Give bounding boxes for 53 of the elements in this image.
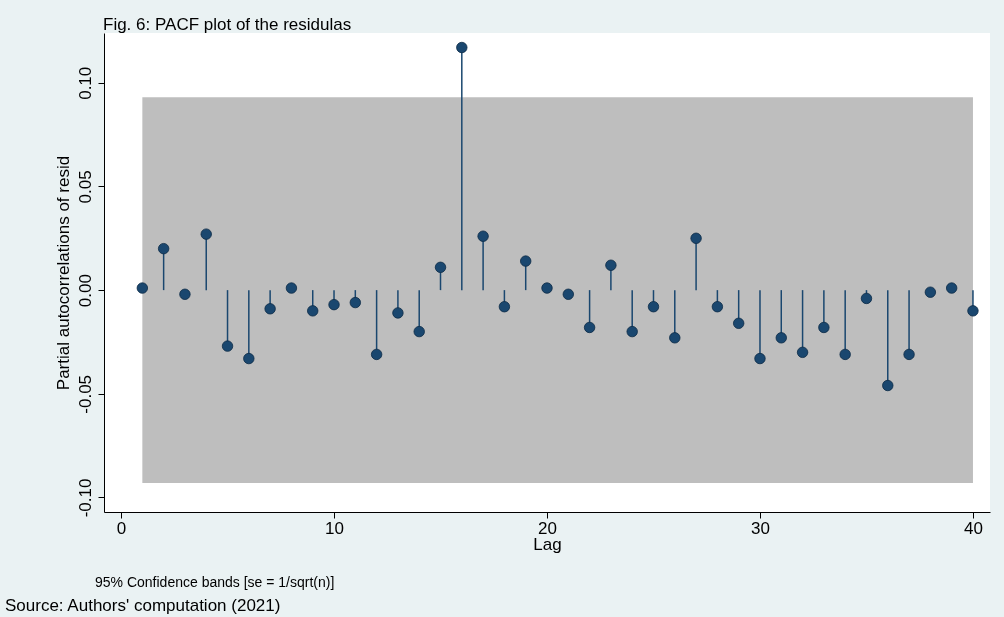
point xyxy=(456,41,468,54)
x-tick-label: 10 xyxy=(325,518,344,538)
point xyxy=(221,340,234,352)
point xyxy=(562,288,574,300)
x-tick-label: 30 xyxy=(751,518,770,538)
point xyxy=(583,321,596,334)
point xyxy=(711,301,724,313)
y-tick-label: -0.05 xyxy=(75,374,95,414)
y-tick-label: 0.00 xyxy=(75,274,95,308)
point xyxy=(285,282,298,294)
point xyxy=(136,282,148,294)
point xyxy=(775,332,787,344)
point xyxy=(605,259,617,271)
point xyxy=(839,348,851,361)
point xyxy=(498,301,511,313)
point xyxy=(264,303,276,315)
point xyxy=(349,296,361,309)
y-tick-label: -0.10 xyxy=(75,478,95,518)
x-tick-label: 0 xyxy=(116,518,127,538)
point xyxy=(796,346,809,358)
point xyxy=(690,232,702,244)
source-note: Source: Authors' computation (2021) xyxy=(5,596,281,615)
point xyxy=(157,243,170,255)
point xyxy=(967,305,979,317)
point xyxy=(882,379,894,392)
point xyxy=(860,292,873,305)
point xyxy=(434,261,447,273)
y-tick-label: 0.10 xyxy=(75,66,95,100)
point xyxy=(541,282,553,294)
point xyxy=(328,299,340,311)
point xyxy=(392,307,404,319)
point xyxy=(243,352,255,365)
point xyxy=(669,332,681,344)
point xyxy=(924,286,937,298)
point xyxy=(520,255,532,267)
point xyxy=(733,317,745,329)
point xyxy=(903,348,915,361)
y-tick-label: 0.05 xyxy=(75,170,95,204)
point xyxy=(946,282,958,294)
point xyxy=(477,230,489,242)
point xyxy=(647,301,660,313)
text: 95% Confidence bands [se = 1/sqrt(n)] xyxy=(95,574,335,590)
point xyxy=(179,288,191,300)
point xyxy=(413,325,425,338)
y-axis-title: Partial autocorrelations of resid xyxy=(53,155,73,391)
point xyxy=(818,321,830,334)
point xyxy=(370,348,383,361)
chart-title: Fig. 6: PACF plot of the residulas xyxy=(103,15,352,34)
point xyxy=(626,325,638,338)
point xyxy=(200,228,212,240)
point xyxy=(754,352,766,365)
x-tick-label: 40 xyxy=(964,518,983,538)
point xyxy=(307,305,319,317)
